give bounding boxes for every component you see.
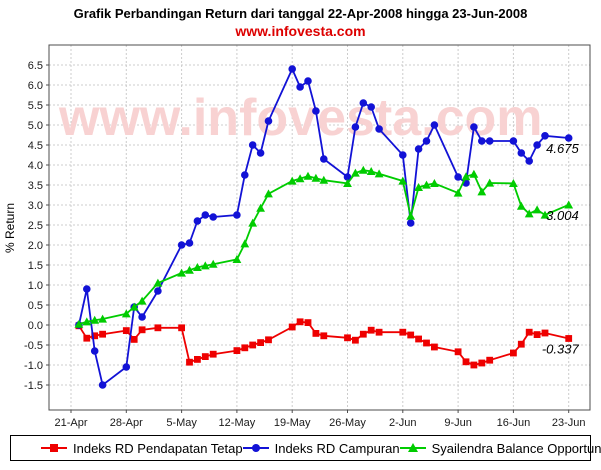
svg-text:-1.0: -1.0	[24, 360, 43, 372]
svg-text:2.5: 2.5	[28, 220, 43, 232]
series-line	[78, 320, 569, 366]
svg-text:9-Jun: 9-Jun	[444, 417, 472, 429]
svg-text:21-Apr: 21-Apr	[54, 417, 87, 429]
svg-text:16-Jun: 16-Jun	[497, 417, 531, 429]
series-circle: 4.675	[75, 65, 579, 389]
svg-text:-0.5: -0.5	[24, 340, 43, 352]
svg-text:28-Apr: 28-Apr	[110, 417, 143, 429]
svg-text:6.0: 6.0	[28, 80, 43, 92]
svg-text:0.5: 0.5	[28, 300, 43, 312]
svg-text:1.0: 1.0	[28, 280, 43, 292]
series-end-label: -0.337	[542, 341, 580, 356]
svg-text:26-May: 26-May	[329, 417, 366, 429]
svg-text:2-Jun: 2-Jun	[389, 417, 417, 429]
legend-label: Syailendra Balance Opportunity Fund	[431, 440, 601, 456]
svg-text:3.5: 3.5	[28, 180, 43, 192]
series-square: -0.337	[75, 318, 580, 369]
svg-text:5.5: 5.5	[28, 100, 43, 112]
legend-label: Indeks RD Campuran	[274, 440, 400, 456]
svg-text:4.0: 4.0	[28, 160, 43, 172]
legend-label: Indeks RD Pendapatan Tetap	[73, 440, 243, 456]
chart-plot-area: www.infovesta.com 6.5 6.0 5.5 5.0 4.5 4.0 3.5 3.…	[3, 44, 591, 429]
svg-text:1.5: 1.5	[28, 260, 43, 272]
svg-text:6.5: 6.5	[28, 60, 43, 72]
series-end-label: 4.675	[546, 141, 579, 156]
legend-item-2: Syailendra Balance Opportunity Fund	[399, 440, 601, 456]
svg-text:19-May: 19-May	[274, 417, 311, 429]
svg-text:5.0: 5.0	[28, 120, 43, 132]
svg-text:5-May: 5-May	[166, 417, 197, 429]
svg-text:3.0: 3.0	[28, 200, 43, 212]
svg-text:0.0: 0.0	[28, 320, 43, 332]
plot-border	[48, 44, 591, 411]
series-triangle: 3.004	[74, 165, 579, 328]
legend-item-0: Indeks RD Pendapatan Tetap	[41, 441, 243, 456]
svg-text:-1.5: -1.5	[24, 380, 43, 392]
chart-title: Grafik Perbandingan Return dari tanggal …	[73, 6, 528, 21]
series-line	[78, 169, 570, 326]
svg-text:23-Jun: 23-Jun	[552, 417, 586, 429]
axis-ticks	[46, 64, 570, 413]
svg-text:4.5: 4.5	[28, 140, 43, 152]
legend-item-1: Indeks RD Campuran	[242, 440, 400, 456]
series-end-label: 3.004	[546, 208, 579, 223]
svg-text:12-May: 12-May	[219, 417, 256, 429]
y-axis-label: % Return	[3, 203, 17, 253]
axis-tick-labels: 6.5 6.0 5.5 5.0 4.5 4.0 3.5 3.0 2.5 2.0 1.5 1.0 0.5 0…	[24, 60, 585, 429]
square-marker-icon	[41, 442, 67, 454]
watermark-text: www.infovesta.com	[58, 89, 543, 147]
svg-text:2.0: 2.0	[28, 240, 43, 252]
chart-legend: Indeks RD Pendapatan Tetap Indeks RD Camp…	[10, 435, 601, 461]
circle-marker-icon	[242, 442, 269, 454]
chart-subtitle-link[interactable]: www.infovesta.com	[235, 23, 366, 39]
triangle-marker-icon	[399, 442, 426, 454]
